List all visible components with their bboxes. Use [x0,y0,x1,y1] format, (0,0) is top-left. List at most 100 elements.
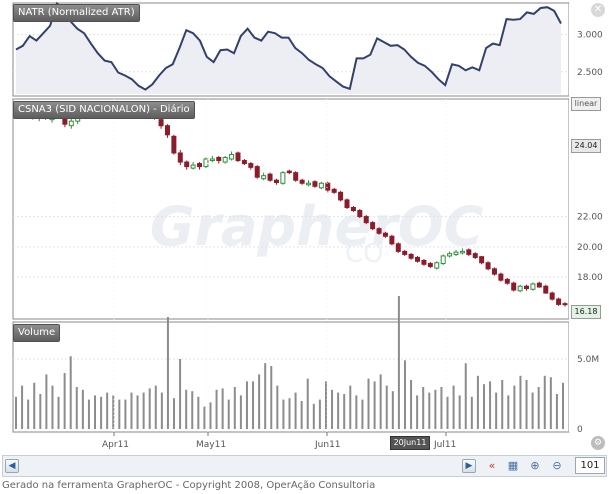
candle-body [524,285,530,290]
candle-body [344,199,350,208]
candle-body [222,157,228,163]
volume-bar [416,395,419,429]
candle-body [453,251,459,255]
volume-bar [312,403,315,429]
volume-bar [203,406,206,429]
candle-body [427,263,433,268]
candle-body [504,278,510,284]
candle-body [286,170,292,174]
candle-body [556,298,562,305]
volume-bar [245,381,248,429]
volume-bar [555,394,558,429]
volume-bar [300,401,303,429]
candle-body [299,179,305,184]
volume-bar [318,399,321,429]
volume-bar [270,366,273,429]
volume-bar [306,378,309,429]
zoom-in-icon[interactable]: ⊕ [530,459,540,472]
volume-bar [507,395,510,429]
volume-bar [531,392,534,429]
candle-body [415,256,421,262]
price-panel-frame [12,98,570,320]
volume-bar [39,394,42,429]
volume-bar [361,399,364,429]
wrench-icon[interactable]: ⚙ [591,436,605,450]
scale-mode-tag[interactable]: linear [571,97,601,111]
candle-body [293,172,299,181]
candle-body [472,253,478,258]
scroll-right-button[interactable]: ▶ [462,459,476,473]
volume-bar [100,396,103,429]
candle-body [312,181,318,187]
volume-bar [154,385,157,429]
zoom-level-input[interactable]: 101 [575,457,605,474]
volume-bar [519,375,522,429]
volume-bar [51,385,54,429]
candle-body [543,285,549,294]
volume-bar [124,399,127,429]
volume-bar [258,374,261,429]
candle-body [248,163,254,168]
volume-bar [355,395,358,429]
zoom-out-icon[interactable]: ⊖ [552,459,562,472]
candle-body [536,282,542,288]
volume-panel-title: Volume [13,324,61,342]
candle-body [382,232,388,237]
candle-body [530,283,536,290]
volume-bar [87,399,90,429]
volume-bar [452,385,455,429]
candle-body [235,152,241,162]
volume-bar [33,382,36,429]
candle-body [395,243,401,252]
volume-bar [252,381,255,429]
volume-tick-label: 5.0M [577,355,599,365]
volume-bar [112,395,115,429]
x-axis-date-label: May11 [196,440,226,450]
footer-credit: Gerado na ferramenta GrapherOC - Copyrig… [2,480,376,491]
candle-body [357,210,363,218]
volume-bar [233,387,236,429]
volume-bar [130,392,133,429]
scroll-left-button[interactable]: ◀ [5,459,19,473]
candle-body [190,164,196,169]
volume-bar [331,389,334,429]
candle-body [254,166,260,178]
x-axis-date-label: Jun11 [314,440,341,450]
volume-bar [264,363,267,429]
candle-body [209,158,215,162]
candle-body [177,152,183,163]
candle-body [363,216,369,224]
natr-area [16,3,561,94]
candle-body [447,253,453,257]
volume-bar [379,374,382,429]
candle-body [158,119,164,127]
price-tick-label: 22.00 [577,213,603,223]
volume-bar [562,382,564,429]
volume-bar [160,392,163,429]
candle-body [511,282,517,291]
candle-body [318,182,324,189]
candle-body [306,182,312,186]
candle-body [203,158,209,168]
candle-body [370,222,376,230]
scroll-bar[interactable] [2,455,607,477]
volume-bar [482,384,485,429]
natr-line [15,1,562,91]
volume-bar [21,385,24,429]
close-icon[interactable]: ✕ [591,3,605,17]
volume-bar [239,395,242,429]
pan-left-icon[interactable]: « [488,459,496,472]
candle-body [216,157,222,162]
volume-bar [343,394,346,429]
candle-body [331,188,337,193]
volume-bar [458,395,461,429]
volume-bar [525,380,528,429]
volume-bar [57,396,60,429]
volume-bar [537,387,540,429]
volume-bar [191,391,194,429]
volume-bar [440,387,443,429]
fit-chart-icon[interactable]: ▦ [507,459,519,472]
candle-body [549,292,555,300]
volume-bar [227,399,230,429]
